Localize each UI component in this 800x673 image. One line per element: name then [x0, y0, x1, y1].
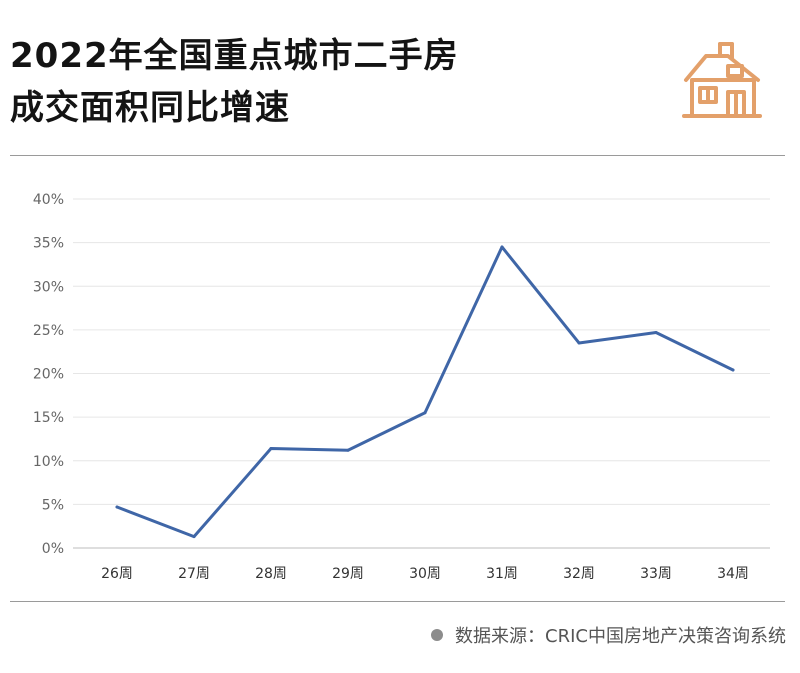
y-tick-label: 25%: [33, 323, 64, 339]
data-point: [577, 341, 581, 345]
title-line-2: 成交面积同比增速: [10, 88, 290, 128]
y-axis-ticks: 0% 5% 10% 15% 20% 25% 30% 35% 40%: [33, 192, 64, 557]
y-tick-label: 40%: [33, 192, 64, 208]
y-tick-label: 10%: [33, 454, 64, 470]
house-icon: [682, 42, 762, 118]
x-tick-label: 27周: [178, 566, 210, 582]
grid-lines: [73, 198, 770, 549]
series-line: [115, 245, 735, 539]
y-tick-label: 0%: [42, 541, 64, 557]
x-tick-label: 26周: [101, 566, 133, 582]
source-text: 数据来源：CRIC中国房地产决策咨询系统: [455, 626, 786, 647]
y-tick-label: 20%: [33, 367, 64, 383]
x-tick-label: 29周: [332, 566, 364, 582]
dot-icon: [431, 629, 444, 641]
x-tick-label: 32周: [563, 566, 595, 582]
x-tick-label: 28周: [255, 566, 287, 582]
data-point: [269, 447, 273, 451]
data-point: [654, 330, 658, 334]
bottom-divider: [10, 601, 785, 602]
line-chart: 0% 5% 10% 15% 20% 25% 30% 35% 40% 26周 27周 28周 29周 30…: [33, 192, 770, 582]
x-tick-label: 31周: [486, 566, 518, 582]
data-point: [423, 411, 427, 415]
source-note: 数据来源：CRIC中国房地产决策咨询系统: [431, 622, 786, 648]
y-tick-label: 35%: [33, 236, 64, 252]
top-divider: [10, 155, 785, 156]
title-line-1: 2022年全国重点城市二手房: [10, 36, 459, 76]
x-axis-ticks: 26周 27周 28周 29周 30周 31周 32周 33周 34周: [101, 566, 749, 582]
data-point: [346, 448, 350, 452]
data-point: [500, 245, 504, 249]
y-tick-label: 30%: [33, 279, 64, 295]
x-tick-label: 34周: [717, 566, 749, 582]
data-point: [731, 368, 735, 372]
x-tick-label: 30周: [409, 566, 441, 582]
x-tick-label: 33周: [640, 566, 672, 582]
chart-title: 2022年全国重点城市二手房 成交面积同比增速: [10, 30, 459, 134]
data-points: [115, 245, 735, 539]
data-point: [192, 535, 196, 539]
y-tick-label: 5%: [42, 497, 64, 513]
y-tick-label: 15%: [33, 410, 64, 426]
data-point: [115, 505, 119, 509]
